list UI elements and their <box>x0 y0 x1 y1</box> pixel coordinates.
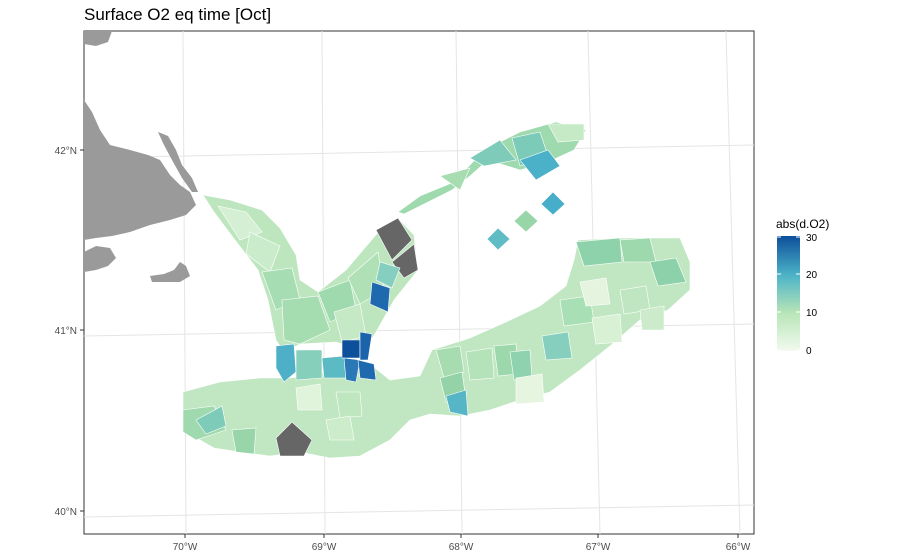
y-tick-label: 41°N <box>55 326 77 337</box>
legend-title: abs(d.O2) <box>776 217 829 231</box>
domain-tiles <box>182 121 691 459</box>
land <box>84 31 198 282</box>
legend-label: 20 <box>806 270 818 281</box>
x-tick-label: 68°W <box>449 542 474 553</box>
legend-colorbar <box>777 236 800 351</box>
x-tick-label: 66°W <box>726 542 751 553</box>
axis-ticks <box>80 149 739 538</box>
y-tick-label: 40°N <box>55 507 77 518</box>
legend-label: 0 <box>806 346 812 357</box>
x-tick-label: 67°W <box>586 542 611 553</box>
chart-title: Surface O2 eq time [Oct] <box>84 5 272 24</box>
x-tick-label: 69°W <box>312 542 337 553</box>
y-tick-label: 42°N <box>55 146 77 157</box>
legend-label: 30 <box>806 233 818 244</box>
legend: abs(d.O2) 30 20 10 0 <box>776 217 829 357</box>
x-tick-label: 70°W <box>173 542 198 553</box>
legend-label: 10 <box>806 308 818 319</box>
